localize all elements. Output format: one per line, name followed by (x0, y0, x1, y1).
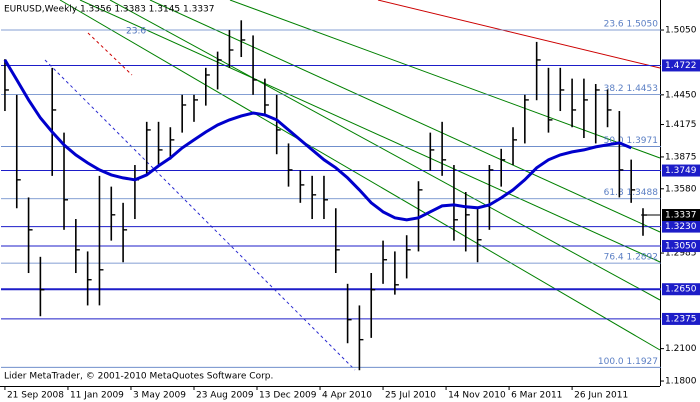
y-tick-label: 1.2100 (665, 344, 697, 354)
fib-start-label: 23.6 (126, 27, 146, 37)
level-label: 1.3050 (665, 242, 697, 252)
fib-label: 50.0 1.3971 (604, 136, 658, 146)
y-tick-label: 1.2985 (665, 249, 697, 259)
level-label: 1.2650 (665, 285, 697, 295)
x-tick-label: 23 Aug 2009 (196, 391, 254, 401)
trend-line (59, 0, 661, 351)
moving-average (3, 59, 632, 222)
fib-label: 23.6 1.5050 (604, 20, 659, 30)
trend-lines (44, 0, 661, 371)
level-label: 1.2375 (665, 314, 697, 324)
trend-line (149, 0, 661, 233)
level-label: 1.3230 (665, 222, 697, 232)
trend-line (377, 0, 661, 69)
last-price-label: 1.3337 (665, 211, 697, 221)
x-tick-label: 4 Apr 2010 (322, 391, 372, 401)
level-box (662, 59, 700, 72)
x-tick-label: 11 Jan 2009 (70, 391, 124, 401)
fib-label: 38.2 1.4453 (604, 84, 658, 94)
x-tick-label: 21 Sep 2008 (7, 391, 64, 401)
trend-line (87, 32, 133, 76)
x-tick-label: 6 Mar 2011 (511, 391, 562, 401)
trend-line (109, 0, 661, 301)
last-price-box (662, 209, 700, 222)
y-tick-label: 1.3580 (665, 184, 697, 194)
level-box (662, 312, 700, 325)
x-tick-label: 26 Jun 2011 (574, 391, 628, 401)
x-tick-label: 13 Dec 2009 (259, 391, 317, 401)
x-tick-label: 3 May 2009 (133, 391, 186, 401)
trend-line (44, 59, 356, 371)
y-tick-label: 1.1800 (665, 377, 697, 387)
level-box (662, 283, 700, 296)
level-box (662, 220, 700, 233)
level-label: 1.3749 (665, 166, 697, 176)
y-tick-label: 1.4175 (665, 120, 697, 130)
level-label: 1.4722 (665, 61, 697, 71)
footer: Lider MetaTrader, © 2001-2010 MetaQuotes… (4, 372, 273, 382)
fib-label: 100.0 1.1927 (598, 357, 658, 367)
level-box (662, 164, 700, 177)
trend-line (79, 0, 661, 263)
level-box (662, 240, 700, 253)
trend-line (229, 0, 661, 159)
chart-title: EURUSD,Weekly 1.3356 1.3383 1.3145 1.333… (4, 5, 215, 15)
y-tick-label: 1.4450 (665, 90, 697, 100)
y-tick-label: 1.3875 (665, 152, 697, 162)
fib-label: 76.4 1.2892 (604, 253, 658, 263)
x-tick-label: 25 Jul 2010 (385, 391, 436, 401)
y-tick-label: 1.5050 (665, 26, 697, 36)
x-tick-label: 14 Nov 2010 (448, 391, 506, 401)
